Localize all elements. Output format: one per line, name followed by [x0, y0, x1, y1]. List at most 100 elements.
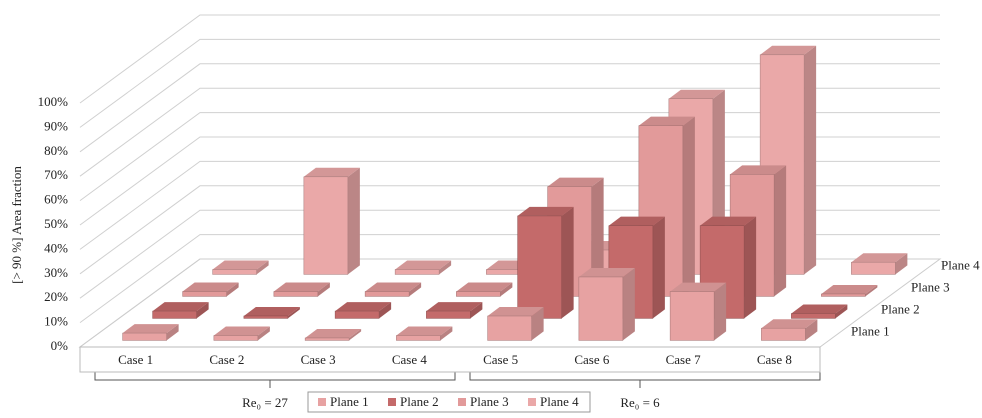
bar-top [212, 260, 269, 270]
legend-box [307, 391, 591, 413]
x-tick-label: Case 4 [392, 352, 428, 367]
y-tick-label: 50% [44, 216, 68, 231]
y-tick-label: 0% [51, 338, 69, 353]
bar-side [257, 326, 270, 341]
bar-side [379, 302, 392, 319]
legend-swatch [528, 398, 536, 406]
y-tick-label: 10% [44, 314, 68, 329]
bar [273, 291, 319, 297]
bar-side [470, 302, 483, 319]
bar-side [774, 165, 787, 297]
y-tick-label: 40% [44, 240, 68, 255]
bar [578, 276, 624, 341]
grid-line [79, 14, 940, 104]
plane-label: Plane 3 [911, 279, 950, 294]
x-tick-label: Case 3 [301, 352, 336, 367]
bar [396, 335, 441, 341]
group-bracket [94, 372, 456, 388]
bar-side [652, 216, 665, 319]
bar [669, 291, 715, 341]
group-label: Re₀ = 6 [620, 395, 660, 410]
bar-top [426, 302, 483, 312]
x-tick-label: Case 6 [574, 352, 610, 367]
bar [213, 335, 259, 341]
bar [394, 269, 440, 275]
legend-label: Plane 1 [330, 394, 369, 409]
x-tick-label: Case 8 [757, 352, 792, 367]
bar-top [761, 319, 818, 329]
bar-top [578, 267, 635, 277]
x-tick-label: Case 7 [666, 352, 702, 367]
y-tick-label: 100% [38, 94, 69, 109]
bar-top [182, 282, 239, 292]
bar-top [760, 45, 817, 55]
legend-label: Plane 2 [400, 394, 439, 409]
bar-top [638, 116, 695, 126]
legend-label: Plane 3 [470, 394, 509, 409]
bar-side [439, 260, 452, 275]
bar-side [256, 260, 269, 275]
bar [364, 291, 410, 297]
y-tick-label: 90% [44, 118, 68, 133]
bar-side [622, 267, 635, 341]
grid-line [79, 87, 940, 177]
bar [122, 332, 167, 341]
bar [182, 291, 227, 297]
bar [243, 315, 289, 319]
bar-top [456, 282, 513, 292]
bar-side [804, 45, 817, 275]
bar-side [561, 206, 574, 319]
bar-top [730, 165, 787, 175]
grid-line [79, 63, 940, 153]
bar-top [396, 326, 453, 336]
bar-top [517, 206, 574, 216]
y-tick-label: 80% [44, 143, 68, 158]
bar-top [700, 216, 757, 226]
bar-top [122, 324, 179, 334]
bar-top [152, 302, 209, 312]
bar-top [821, 284, 878, 294]
x-tick-label: Case 1 [118, 352, 153, 367]
bar-top [273, 282, 330, 292]
bar-side [287, 306, 300, 319]
y-axis-label: [> 90 %] Area fraction [9, 166, 24, 284]
bar [791, 313, 836, 319]
bar-top [670, 282, 727, 292]
bar-side [347, 167, 360, 275]
plane-label: Plane 4 [941, 257, 980, 272]
bar-side [166, 324, 179, 341]
plane-label: Plane 1 [851, 323, 890, 338]
bar-side [682, 116, 695, 297]
y-tick-label: 60% [44, 192, 68, 207]
bar [426, 310, 471, 319]
bar-top [608, 216, 665, 226]
bar-top [365, 282, 422, 292]
x-tick-label: Case 2 [209, 352, 244, 367]
bar [456, 291, 501, 297]
bar-top [243, 306, 300, 316]
bar-side [409, 282, 422, 297]
bar [851, 261, 896, 275]
bar [517, 215, 562, 319]
plane-label: Plane 2 [881, 301, 920, 316]
bar-side [226, 282, 239, 297]
bar-side [714, 282, 727, 341]
legend-swatch [318, 398, 326, 406]
bar-side [865, 284, 878, 297]
bar [212, 269, 257, 275]
bar-side [805, 319, 818, 341]
bar-top [487, 307, 544, 316]
legend-swatch [458, 398, 466, 406]
bar-top [303, 167, 360, 177]
bar-side [895, 253, 908, 275]
bar-top [791, 304, 848, 314]
bar-side [196, 302, 209, 319]
bar [761, 327, 806, 341]
y-tick-label: 20% [44, 289, 68, 304]
bar-top [305, 328, 362, 338]
y-tick-label: 70% [44, 167, 68, 182]
x-axis-box [79, 346, 821, 373]
bar [487, 315, 532, 341]
bar-side [317, 282, 330, 297]
